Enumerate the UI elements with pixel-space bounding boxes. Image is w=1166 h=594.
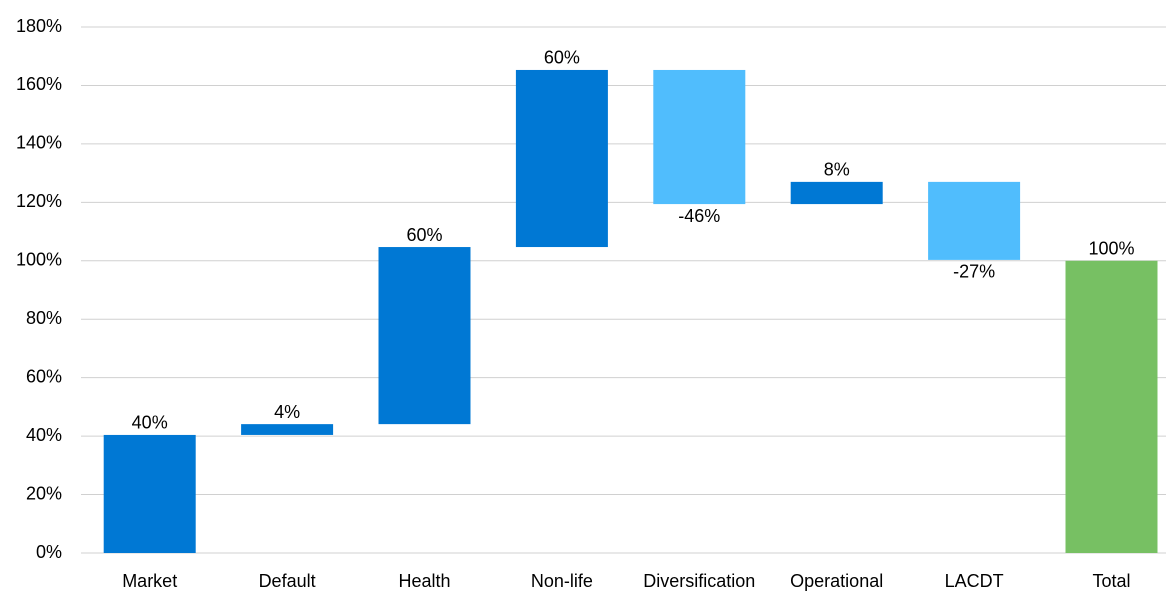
bar — [378, 247, 471, 425]
bar — [790, 181, 883, 205]
y-tick-label: 20% — [26, 483, 62, 503]
bar — [653, 69, 746, 205]
value-label: 100% — [1088, 239, 1134, 259]
value-label: -46% — [678, 206, 720, 226]
y-tick-label: 120% — [16, 191, 62, 211]
x-tick-label: Health — [398, 571, 450, 591]
value-label: -27% — [953, 262, 995, 282]
value-label: 4% — [274, 402, 300, 422]
bar — [241, 424, 334, 435]
y-tick-label: 100% — [16, 250, 62, 270]
value-label: 60% — [406, 225, 442, 245]
x-tick-label: Total — [1092, 571, 1130, 591]
y-tick-label: 60% — [26, 366, 62, 386]
x-tick-label: Diversification — [643, 571, 755, 591]
value-label: 40% — [132, 413, 168, 433]
y-tick-label: 180% — [16, 16, 62, 36]
bar — [103, 434, 196, 553]
bar — [1065, 260, 1158, 553]
bar — [928, 181, 1021, 260]
x-tick-label: Default — [259, 571, 316, 591]
y-tick-label: 0% — [36, 542, 62, 562]
x-tick-label: Operational — [790, 571, 883, 591]
x-tick-label: Non-life — [531, 571, 593, 591]
y-tick-label: 80% — [26, 308, 62, 328]
y-tick-label: 40% — [26, 425, 62, 445]
x-tick-label: Market — [122, 571, 177, 591]
value-label: 8% — [824, 160, 850, 180]
y-tick-label: 160% — [16, 74, 62, 94]
value-label: 60% — [544, 48, 580, 68]
x-tick-label: LACDT — [945, 571, 1004, 591]
y-tick-label: 140% — [16, 133, 62, 153]
bar — [515, 69, 608, 248]
